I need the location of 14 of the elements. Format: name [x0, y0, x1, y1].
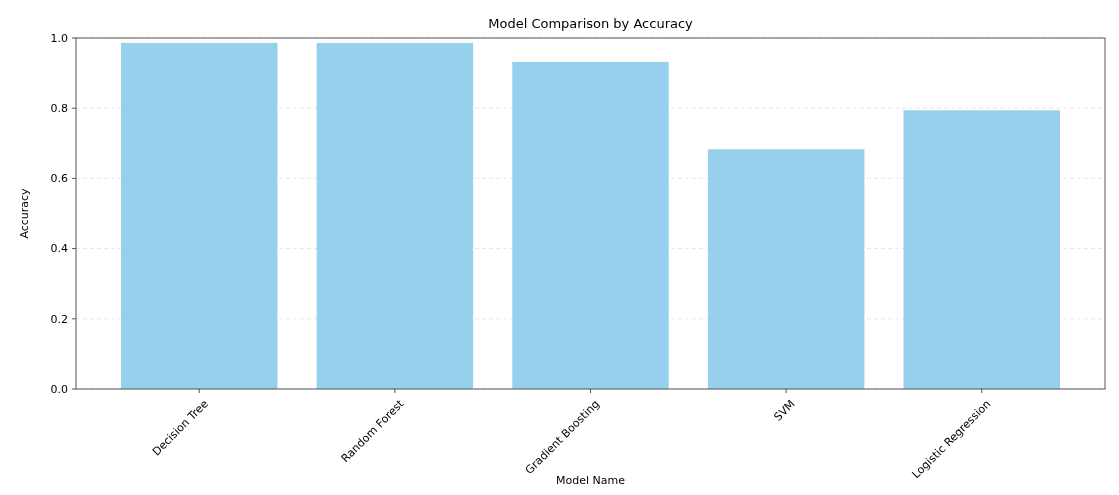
y-tick-label: 0.0	[50, 382, 68, 396]
chart-title: Model Comparison by Accuracy	[488, 16, 694, 31]
y-axis-title: Accuracy	[18, 187, 31, 239]
y-tick-label: 0.4	[50, 242, 68, 256]
bar	[316, 42, 474, 389]
bar	[512, 61, 669, 389]
y-tick-label: 0.8	[50, 102, 68, 116]
bar	[707, 149, 865, 389]
bar	[120, 42, 278, 389]
x-axis-title: Model Name	[556, 474, 626, 487]
y-tick-label: 0.2	[50, 312, 68, 326]
y-tick-label: 1.0	[50, 31, 68, 45]
bar	[903, 110, 1061, 389]
y-tick-label: 0.6	[50, 172, 68, 186]
